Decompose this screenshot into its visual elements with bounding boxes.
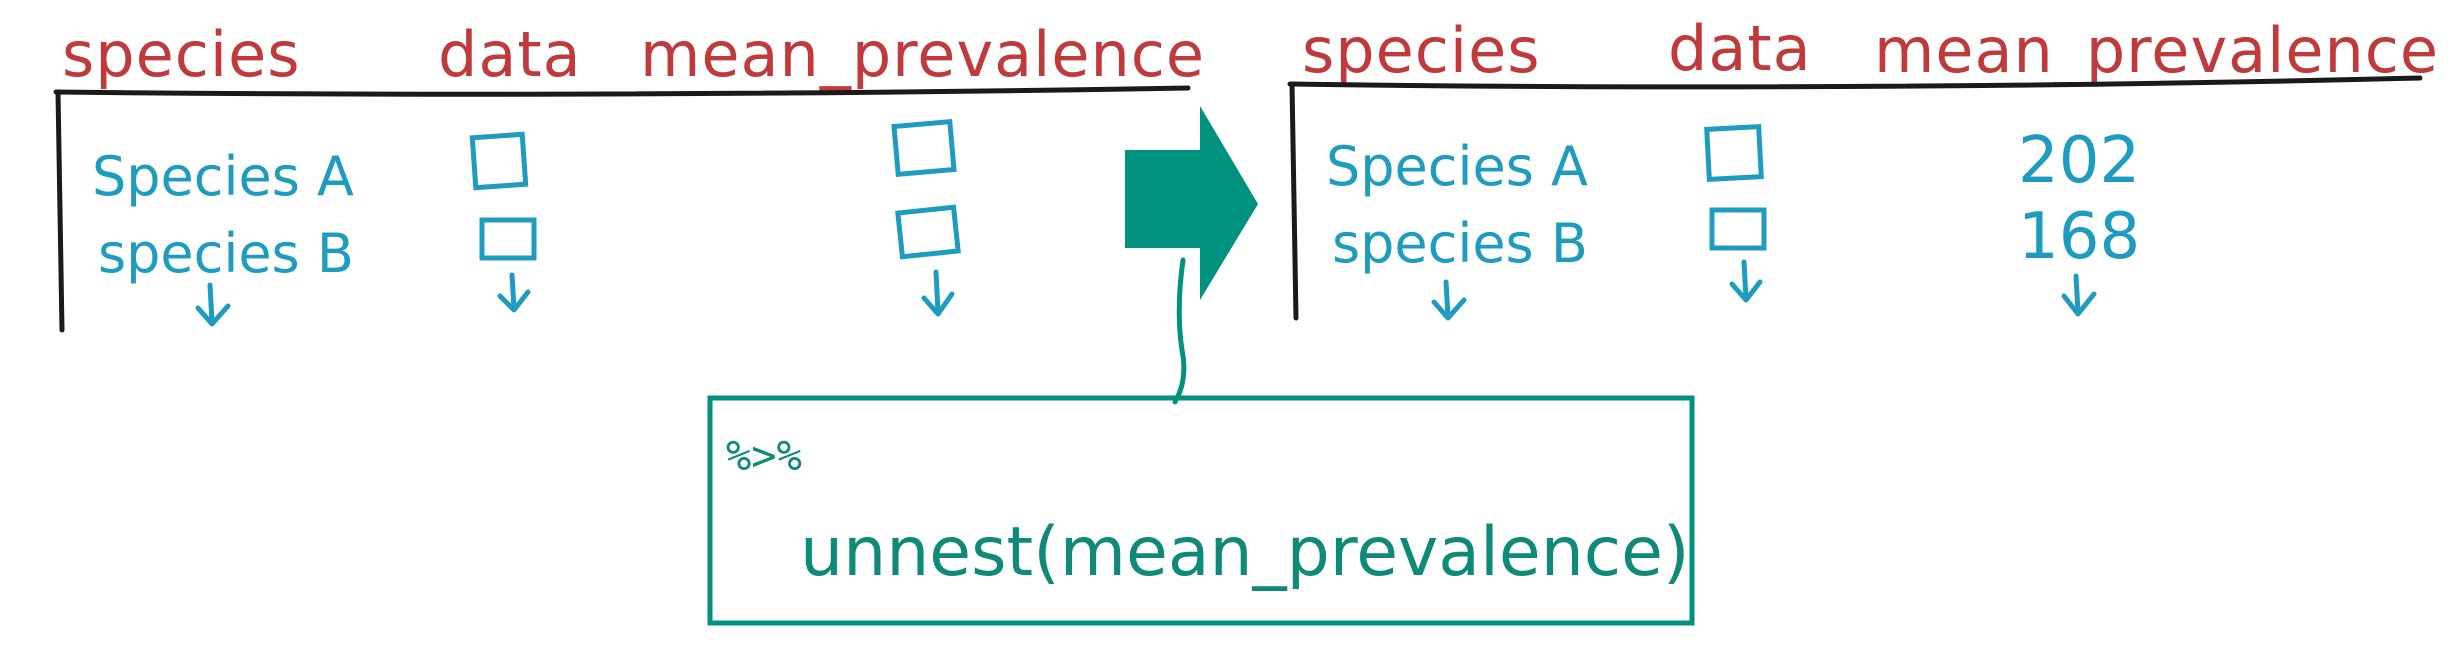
right-row-species-b: species B: [1332, 212, 1588, 275]
left-side-rule: [55, 89, 65, 333]
left-prevalence-cell-a-icon: [891, 118, 957, 178]
right-prevalence-down-arrow-icon: [2061, 273, 2097, 317]
right-table: species data mean_prevalence Species A s…: [1287, 12, 2439, 321]
right-data-cell-b-icon: [1709, 207, 1767, 251]
right-header-rule: [1287, 75, 2423, 90]
left-prevalence-down-arrow-icon: [921, 269, 955, 317]
right-header-mean-prevalence: mean_prevalence: [1874, 14, 2439, 87]
left-row-species-b: species B: [98, 222, 354, 285]
right-species-down-arrow-icon: [1431, 279, 1467, 321]
left-header-mean-prevalence: mean_prevalence: [640, 18, 1205, 91]
right-prevalence-value-b: 168: [2018, 200, 2140, 274]
left-table: species data mean_prevalence Species A s…: [53, 18, 1205, 333]
right-side-rule: [1289, 81, 1299, 321]
left-data-cell-a-icon: [469, 131, 529, 191]
left-prevalence-cell-b-icon: [895, 204, 961, 260]
teal-right-arrow-icon: [1125, 106, 1258, 300]
left-header-species: species: [62, 18, 301, 91]
left-species-down-arrow-icon: [195, 282, 231, 327]
right-header-data: data: [1668, 12, 1812, 85]
code-pipe: %>%: [726, 431, 802, 480]
right-header-species: species: [1302, 14, 1541, 87]
left-data-down-arrow-icon: [497, 272, 531, 313]
code-unnest-call: unnest(mean_prevalence): [800, 513, 1690, 592]
left-header-data: data: [438, 18, 582, 91]
left-header-rule: [53, 85, 1191, 97]
right-data-cell-a-icon: [1704, 124, 1764, 182]
right-prevalence-value-a: 202: [2018, 124, 2140, 198]
right-data-down-arrow-icon: [1729, 259, 1763, 303]
right-row-species-a: Species A: [1326, 135, 1588, 198]
code-box: %>% unnest(mean_prevalence): [707, 395, 1695, 626]
transform-arrow: [1125, 106, 1258, 405]
connector-line: [1172, 257, 1187, 405]
left-data-cell-b-icon: [479, 217, 537, 261]
code-box-frame: [707, 395, 1695, 626]
left-row-species-a: Species A: [92, 145, 354, 208]
